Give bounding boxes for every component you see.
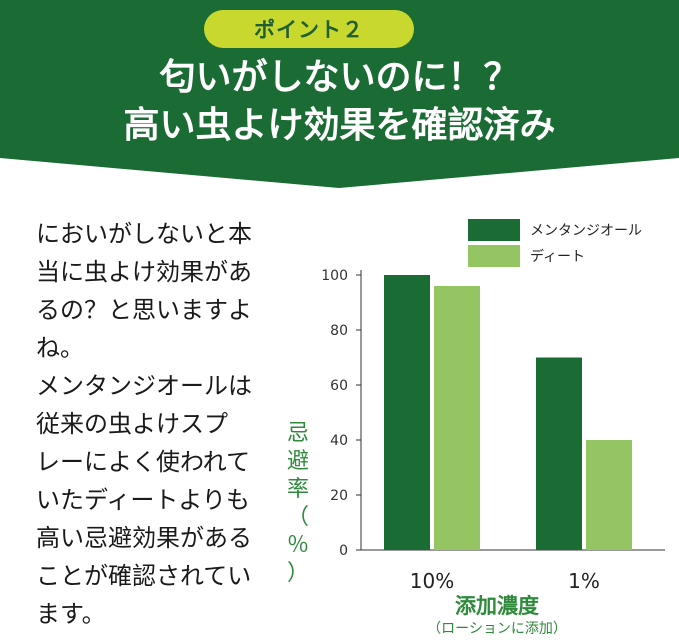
legend-swatch <box>468 219 520 241</box>
y-axis-label-glyph: （ <box>286 505 309 530</box>
banner-shape <box>0 0 679 188</box>
body-text: においがしないと本 当に虫よけ効果があ るの？と思いますよ ね。 メンタンジオー… <box>36 215 276 633</box>
x-tick-label: 1% <box>568 569 600 593</box>
x-axis-sublabel: （ローションに添加） <box>427 621 567 637</box>
text-line: いたディートよりも <box>36 486 250 514</box>
legend-swatch <box>468 245 520 267</box>
y-tick-label: 0 <box>339 543 348 559</box>
y-axis-label-glyph: 避 <box>286 449 309 474</box>
text-line: 高い忌避効果がある <box>36 524 252 552</box>
bar <box>384 275 430 550</box>
text-line: 当に虫よけ効果があ <box>36 258 252 286</box>
y-tick-label: 60 <box>330 378 348 394</box>
bar <box>434 286 480 550</box>
y-tick-label: 20 <box>330 488 348 504</box>
title-banner <box>0 0 679 188</box>
x-tick-label: 10% <box>410 569 454 593</box>
bar <box>536 357 582 550</box>
text-line: ことが確認されてい <box>36 562 252 590</box>
paragraph-2: メンタンジオールは 従来の虫よけスプ レーによく使われて いたディートよりも 高… <box>36 367 276 633</box>
paragraph-1: においがしないと本 当に虫よけ効果があ るの？と思いますよ ね。 <box>36 215 276 367</box>
y-axis-label-glyph: ） <box>286 561 309 586</box>
text-line: メンタンジオールは <box>36 372 252 400</box>
text-line: レーによく使われて <box>36 448 251 476</box>
text-line: るの？と思いますよ <box>36 296 252 324</box>
y-axis-label-glyph: ％ <box>286 533 309 558</box>
y-axis-label: 忌避率 （ ％ ） <box>283 420 313 588</box>
y-tick-label: 80 <box>330 323 348 339</box>
text-line: ね。 <box>36 334 84 362</box>
y-tick-label: 100 <box>321 268 348 284</box>
text-line: 従来の虫よけスプ <box>36 410 228 438</box>
y-tick-label: 40 <box>330 433 348 449</box>
x-axis-label: 添加濃度 <box>455 594 539 618</box>
legend-label: メンタンジオール <box>530 223 642 239</box>
y-axis-label-glyph: 率 <box>286 477 309 502</box>
y-axis-label-glyph: 忌 <box>286 421 309 446</box>
text-line: ます。 <box>36 600 106 628</box>
text-line: においがしないと本 <box>36 220 252 248</box>
legend-label: ディート <box>530 248 585 265</box>
point-badge: ポイント２ <box>204 10 414 48</box>
headline-line-2: 高い虫よけ効果を確認済み <box>123 105 556 146</box>
headline-line-1: 匂いがしないのに！？ <box>159 57 520 98</box>
bar <box>586 440 632 550</box>
